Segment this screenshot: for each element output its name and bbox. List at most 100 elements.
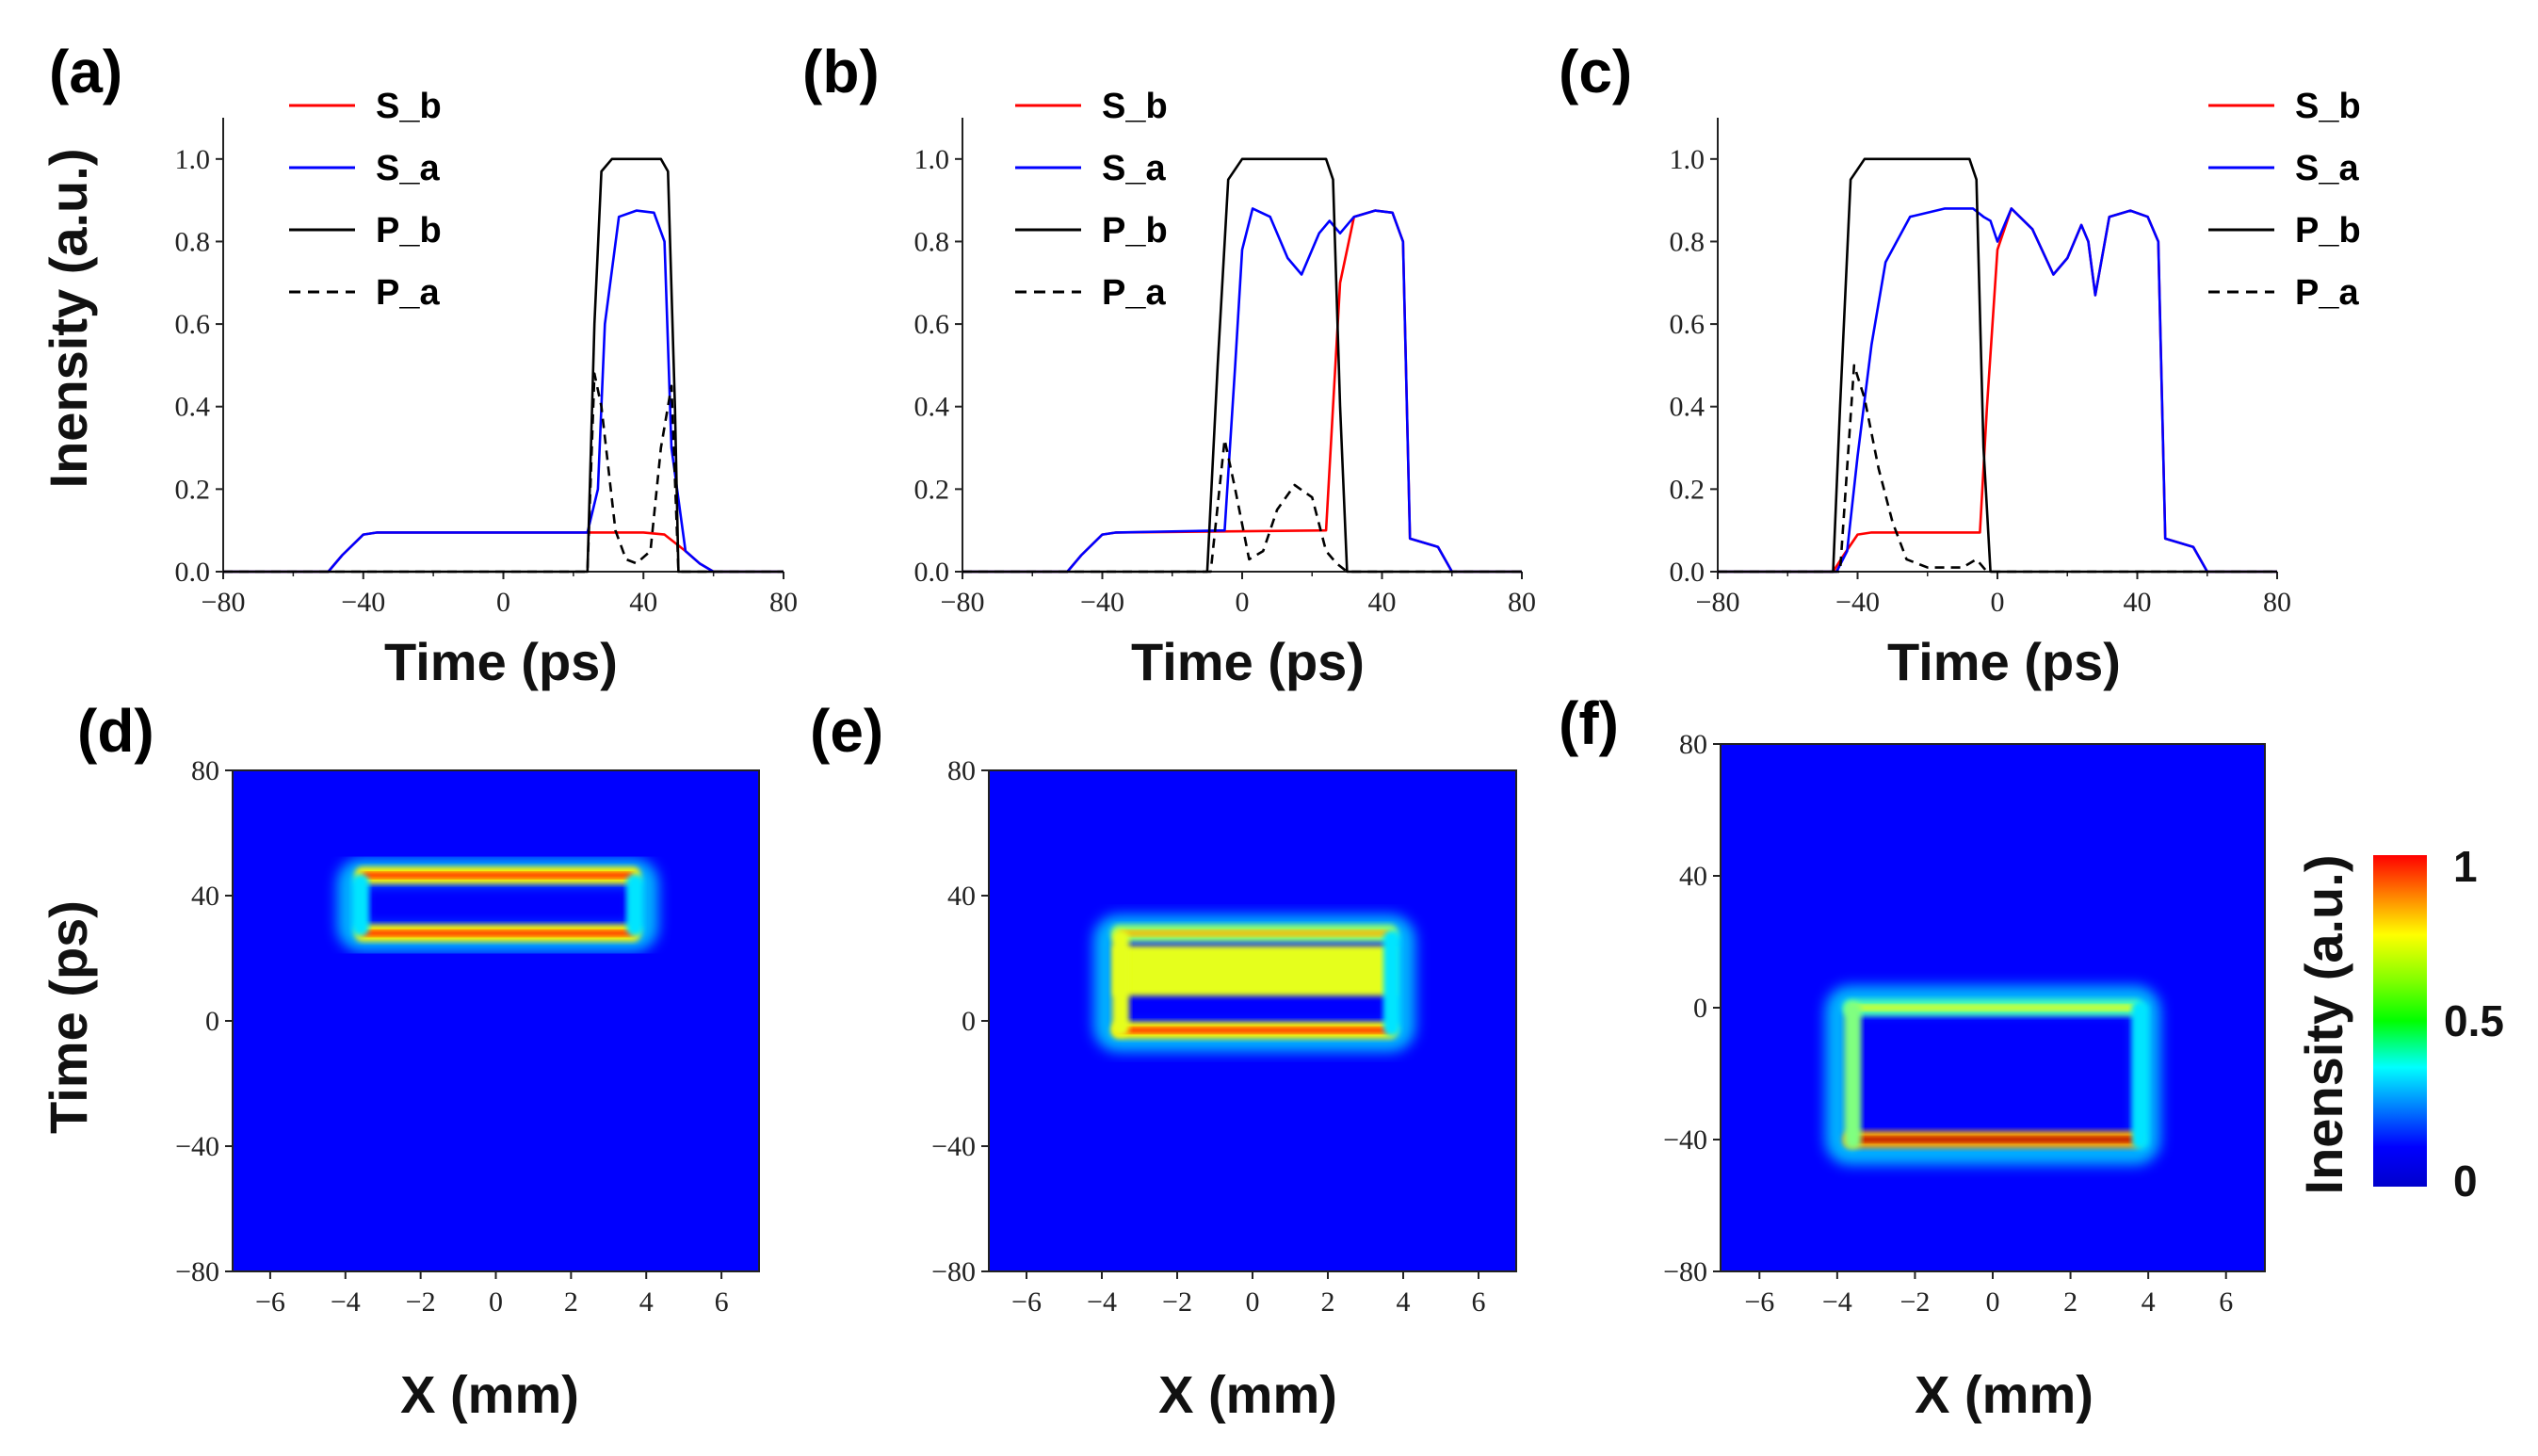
legend-label-s-a: S_a — [2295, 149, 2359, 188]
series-line-s-b — [1718, 207, 2277, 574]
colorbar-tick-max: 1 — [2453, 842, 2478, 891]
y-tick-label-d: 40 — [191, 881, 219, 912]
x-tick-label-d: 0 — [489, 1286, 503, 1318]
panel-label-a: (a) — [49, 38, 122, 105]
legend-a: S_b S_a P_b P_a — [289, 87, 442, 313]
panel-label-f: (f) — [1559, 689, 1619, 757]
frame-edge-core-bottom-f — [1850, 1137, 2136, 1142]
x-tick-label-e: −2 — [1162, 1286, 1192, 1318]
panel-a: (a) Inensity (a.u.) Time (ps) −80 −40 0 40 8… — [39, 38, 798, 691]
legend-label-p-a: P_a — [1102, 273, 1166, 313]
y-tick-label-f: 80 — [1679, 729, 1707, 760]
series-line-p-a — [223, 372, 784, 574]
x-tick-label-f: 2 — [2063, 1286, 2077, 1318]
x-tick-label-f: 4 — [2142, 1286, 2156, 1318]
legend-label-s-b: S_b — [1102, 87, 1168, 126]
frame-edge-right-d — [626, 874, 644, 936]
xlabel-b: Time (ps) — [1131, 632, 1365, 691]
y-tick-label-e: 40 — [947, 881, 976, 912]
y-tick-label-c: 0.2 — [1670, 474, 1705, 505]
colorbar-label: Inensity (a.u.) — [2294, 855, 2353, 1195]
x-tick-label-a: −80 — [202, 587, 246, 618]
frame-edge-core-top-f — [1850, 1005, 2136, 1011]
panel-e: (e) X (mm) −6 −4 −2 0 2 4 6 −80 −40 0 40 80 — [810, 697, 1517, 1424]
legend-label-p-b: P_b — [376, 211, 442, 251]
x-tick-label-d: 2 — [564, 1286, 578, 1318]
y-tick-label-a: 1.0 — [175, 144, 211, 175]
x-tick-label-f: −4 — [1822, 1286, 1852, 1318]
x-tick-label-a: 80 — [769, 587, 798, 618]
x-tick-label-a: 40 — [629, 587, 657, 618]
series-line-p-b — [223, 157, 784, 574]
y-tick-label-a: 0.8 — [175, 226, 211, 257]
heatmap-background-e — [989, 770, 1516, 1271]
y-tick-label-a: 0.4 — [175, 392, 211, 423]
legend-b: S_b S_a P_b P_a — [1015, 87, 1168, 313]
x-tick-label-f: −2 — [1899, 1286, 1930, 1318]
y-tick-label-b: 0.4 — [914, 392, 950, 423]
legend-label-s-a: S_a — [1102, 149, 1166, 188]
frame-edge-left-f — [1844, 1001, 1862, 1149]
ylabel-a: Inensity (a.u.) — [39, 149, 98, 489]
series-line-p-b — [962, 157, 1522, 574]
x-tick-label-c: −80 — [1696, 587, 1740, 618]
legend-label-s-b: S_b — [376, 87, 442, 126]
y-tick-label-c: 0.6 — [1670, 309, 1705, 340]
x-tick-label-b: −80 — [941, 587, 985, 618]
x-tick-label-d: 6 — [715, 1286, 729, 1318]
heatmap-area-f: −6 −4 −2 0 2 4 6 −80 −40 0 40 80 — [1663, 729, 2266, 1318]
colorbar-tick-mid: 0.5 — [2444, 996, 2504, 1045]
y-tick-label-e: 0 — [962, 1006, 976, 1037]
xlabel-d: X (mm) — [400, 1365, 579, 1424]
panel-d: (d) Time (ps) X (mm) −6 −4 −2 0 2 4 6 −80 −40 0 40… — [39, 697, 760, 1424]
plot-area-c: −80 −40 0 40 80 0.0 0.2 0.4 0.6 0.8 1.0 — [1670, 118, 2291, 618]
heatmap-area-d: −6 −4 −2 0 2 4 6 −80 −40 0 40 80 — [175, 755, 760, 1318]
x-tick-label-d: 4 — [639, 1286, 654, 1318]
series-line-p-a — [1718, 364, 2277, 574]
heatmap-area-e: −6 −4 −2 0 2 4 6 −80 −40 0 40 80 — [931, 755, 1517, 1318]
y-tick-label-a: 0.2 — [175, 474, 211, 505]
series-line-s-a — [223, 209, 784, 574]
panel-label-d: (d) — [77, 697, 154, 765]
legend-label-p-a: P_a — [376, 273, 440, 313]
y-tick-label-b: 0.6 — [914, 309, 950, 340]
y-tick-label-f: 40 — [1679, 861, 1707, 892]
colorbar-gradient — [2373, 855, 2427, 1187]
x-tick-label-e: 4 — [1397, 1286, 1411, 1318]
frame-edge-core-bottom-e — [1119, 1027, 1390, 1033]
x-tick-label-e: 0 — [1246, 1286, 1260, 1318]
x-tick-label-a: 0 — [496, 587, 510, 618]
xlabel-f: X (mm) — [1915, 1365, 2093, 1424]
frame-edge-right-f — [2131, 1001, 2149, 1149]
frame-edge-core-bottom-d — [362, 930, 634, 936]
panel-label-e: (e) — [810, 697, 883, 765]
x-tick-label-b: 80 — [1508, 587, 1536, 618]
y-tick-label-c: 0.8 — [1670, 226, 1705, 257]
x-tick-label-c: 40 — [2124, 587, 2152, 618]
x-tick-label-d: −6 — [255, 1286, 285, 1318]
plot-area-b: −80 −40 0 40 80 0.0 0.2 0.4 0.6 0.8 1.0 — [914, 118, 1536, 618]
x-tick-label-e: 6 — [1472, 1286, 1486, 1318]
series-line-p-a — [962, 438, 1522, 574]
frame-edge-core-top-d — [362, 872, 634, 879]
y-tick-label-b: 0.8 — [914, 226, 950, 257]
y-tick-label-e: −40 — [931, 1131, 976, 1162]
legend-label-p-b: P_b — [2295, 211, 2361, 251]
xlabel-e: X (mm) — [1158, 1365, 1337, 1424]
frame-edge-left-d — [351, 874, 369, 936]
x-tick-label-c: 80 — [2263, 587, 2291, 618]
y-tick-label-c: 0.0 — [1670, 557, 1705, 588]
y-tick-label-d: −80 — [175, 1256, 219, 1287]
x-tick-label-b: −40 — [1080, 587, 1124, 618]
x-tick-label-c: 0 — [1991, 587, 2005, 618]
y-tick-label-b: 0.2 — [914, 474, 950, 505]
x-tick-label-d: −2 — [406, 1286, 436, 1318]
legend-c: S_b S_a P_b P_a — [2208, 87, 2361, 313]
plot-area-a: −80 −40 0 40 80 0.0 0.2 0.4 0.6 0.8 1.0 — [175, 118, 798, 618]
y-tick-label-b: 1.0 — [914, 144, 950, 175]
y-tick-label-a: 0.6 — [175, 309, 211, 340]
y-tick-label-f: −80 — [1663, 1256, 1707, 1287]
y-tick-label-e: −80 — [931, 1256, 976, 1287]
y-tick-label-f: 0 — [1693, 993, 1707, 1024]
xlabel-a: Time (ps) — [384, 632, 618, 691]
